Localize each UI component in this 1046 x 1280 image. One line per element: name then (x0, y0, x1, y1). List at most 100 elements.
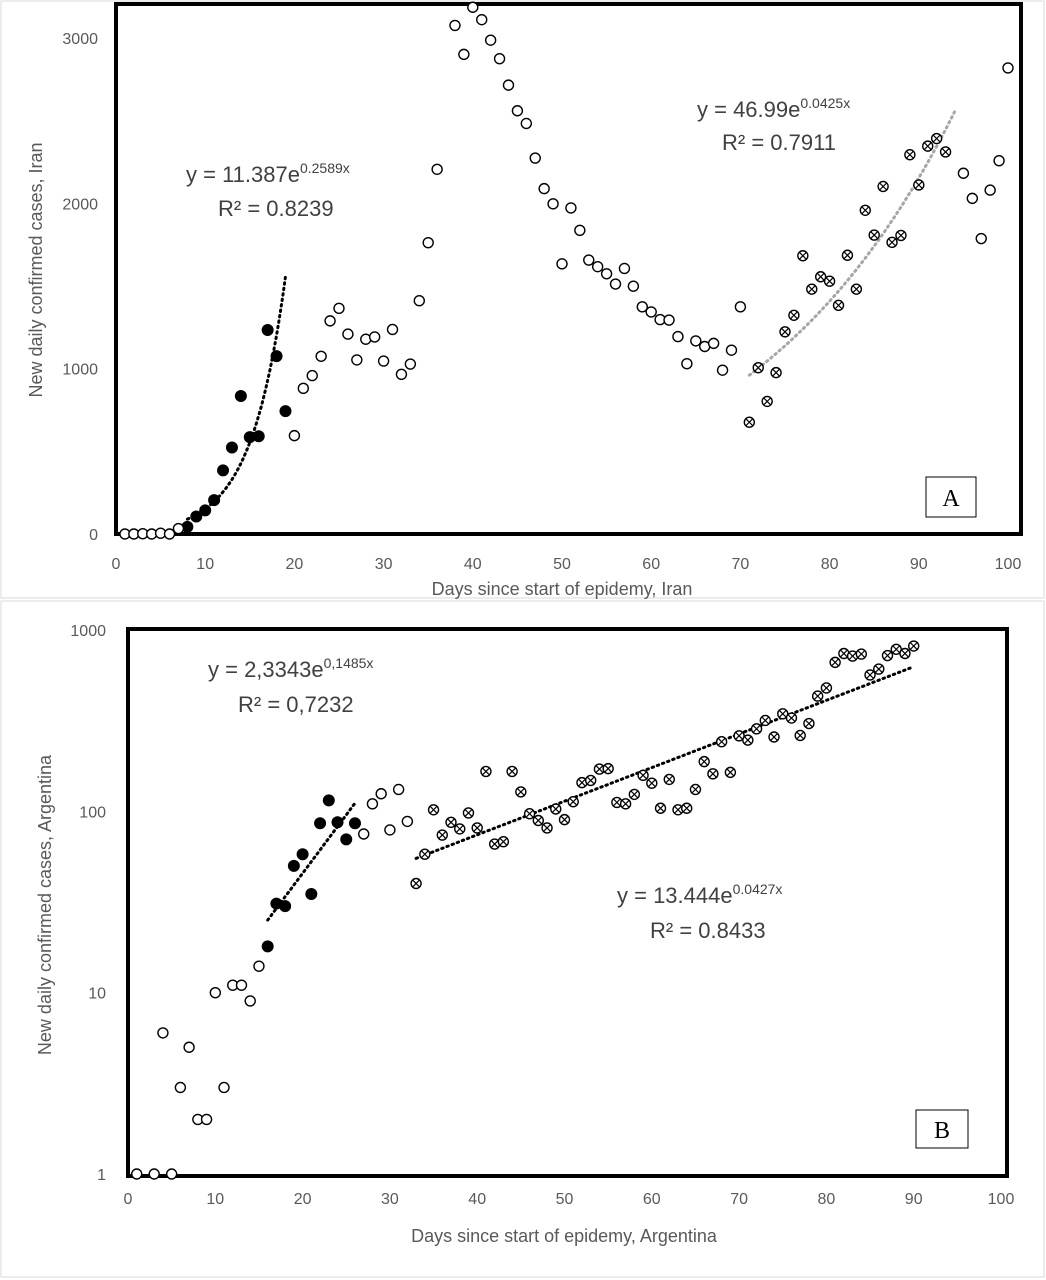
data-point (850, 283, 863, 295)
data-point (218, 1081, 230, 1094)
data-point (957, 167, 970, 179)
y-tick-label: 3000 (62, 31, 98, 48)
data-point (234, 389, 247, 402)
x-tick-label: 20 (294, 1191, 312, 1208)
data-point (841, 249, 854, 261)
y-tick-label: 1 (97, 1167, 106, 1184)
trendline-2-equation: y = 13.444e0.0427x (617, 881, 782, 908)
panel-b-plot-frame (126, 627, 1009, 1178)
data-point (627, 280, 640, 292)
data-point (645, 306, 657, 318)
data-point (190, 510, 203, 523)
data-point (297, 382, 310, 395)
data-point (174, 1081, 187, 1094)
panel-label: A (942, 486, 960, 512)
panel-a-outer-frame (0, 0, 1045, 599)
data-point (1002, 62, 1014, 74)
data-point (770, 366, 782, 379)
trendline-1-r2: R² = 0,7232 (238, 692, 354, 717)
data-point (873, 663, 885, 675)
data-point (779, 326, 791, 338)
trendline-1-exponent: 0.2589x (300, 160, 350, 176)
data-point (244, 995, 256, 1007)
x-tick-label: 90 (905, 1191, 923, 1208)
x-tick-label: 100 (995, 556, 1022, 573)
data-point (261, 940, 274, 953)
data-point (734, 301, 747, 313)
data-point (183, 1041, 195, 1053)
panel-b-outer-frame (0, 600, 1045, 1278)
data-point (404, 358, 417, 370)
data-point (431, 163, 443, 175)
data-point (646, 777, 658, 789)
y-axis-title: New daily confirmed cases, Argentina (35, 754, 55, 1055)
panel-b-points (131, 640, 920, 1180)
data-point (908, 640, 920, 652)
data-point (663, 314, 675, 326)
data-point (814, 271, 827, 283)
data-point (358, 828, 370, 840)
data-point (200, 1113, 213, 1126)
data-point (288, 429, 301, 442)
trendline-1-r2: R² = 0.8239 (218, 196, 334, 221)
data-point (493, 52, 506, 65)
data-point (752, 361, 764, 374)
x-tick-label: 10 (196, 556, 214, 573)
data-point (750, 723, 763, 735)
data-point (467, 1, 479, 13)
x-tick-label: 40 (464, 556, 482, 573)
data-point (975, 232, 987, 245)
data-point (574, 224, 586, 236)
data-point (287, 859, 300, 872)
x-tick-label: 0 (112, 556, 121, 573)
data-point (419, 848, 431, 860)
data-point (235, 979, 248, 991)
data-point (864, 669, 876, 681)
data-point (208, 494, 221, 507)
y-axis-title: New daily confirmed cases, Iran (26, 142, 46, 397)
data-point (820, 682, 833, 694)
data-point (331, 816, 344, 829)
data-point (663, 773, 675, 786)
data-point (859, 204, 871, 216)
data-point (163, 528, 176, 540)
data-point (515, 786, 527, 798)
data-point (832, 299, 845, 312)
data-point (759, 714, 771, 727)
data-point (541, 822, 553, 834)
x-tick-label: 10 (206, 1191, 224, 1208)
data-point (529, 152, 541, 164)
data-point (395, 368, 408, 380)
data-point (315, 350, 327, 362)
data-point (449, 19, 461, 32)
data-point (279, 900, 292, 913)
trendline-2-exponent: 0.0425x (800, 95, 850, 111)
x-tick-label: 70 (730, 1191, 748, 1208)
data-point (148, 1168, 160, 1180)
data-point (547, 198, 559, 210)
trendline-2 (747, 110, 956, 377)
data-point (602, 762, 614, 775)
panel-a-y-ticks: 0 1000 2000 3000 (62, 31, 98, 544)
data-point (476, 13, 488, 26)
data-point (422, 236, 434, 249)
data-point (333, 302, 345, 315)
data-point (348, 817, 361, 830)
trendline-1-equation: y = 2,3343e0,1485x (208, 655, 373, 682)
data-point (217, 464, 230, 477)
data-point (458, 48, 470, 61)
panel-a-plot-frame (114, 2, 1023, 536)
data-point (322, 794, 335, 807)
data-point (890, 643, 902, 655)
data-point (725, 344, 738, 356)
y-tick-label: 10 (88, 986, 106, 1003)
data-point (436, 829, 448, 841)
data-point (877, 180, 889, 193)
y-tick-label: 0 (89, 527, 98, 544)
x-tick-label: 50 (553, 556, 571, 573)
x-tick-label: 90 (910, 556, 928, 573)
data-point (384, 824, 396, 836)
data-point (157, 1027, 169, 1039)
